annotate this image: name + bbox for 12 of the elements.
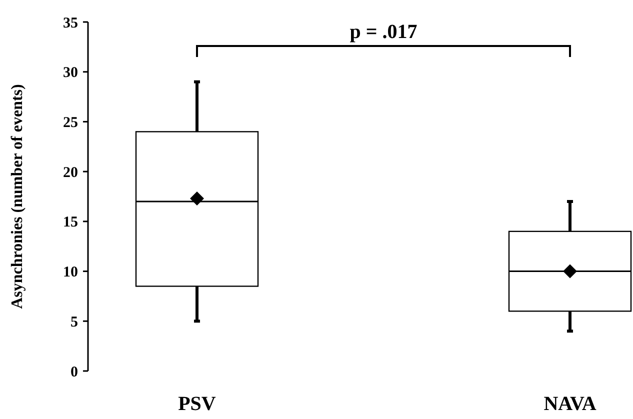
y-tick-label: 35 bbox=[63, 15, 78, 32]
x-tick-label: NAVA bbox=[544, 393, 597, 415]
y-tick-label: 20 bbox=[63, 164, 78, 181]
y-tick-label: 15 bbox=[63, 214, 78, 231]
y-tick-label: 0 bbox=[70, 364, 78, 380]
y-tick-label: 25 bbox=[63, 114, 78, 131]
x-tick-label: PSV bbox=[178, 393, 216, 415]
y-tick-label: 10 bbox=[63, 264, 78, 281]
annotation: p = .017 bbox=[350, 21, 418, 43]
y-tick-label: 30 bbox=[63, 65, 78, 82]
y-axis-title: Asynchronies (number of events) bbox=[9, 84, 26, 309]
y-tick-label: 5 bbox=[70, 314, 78, 330]
